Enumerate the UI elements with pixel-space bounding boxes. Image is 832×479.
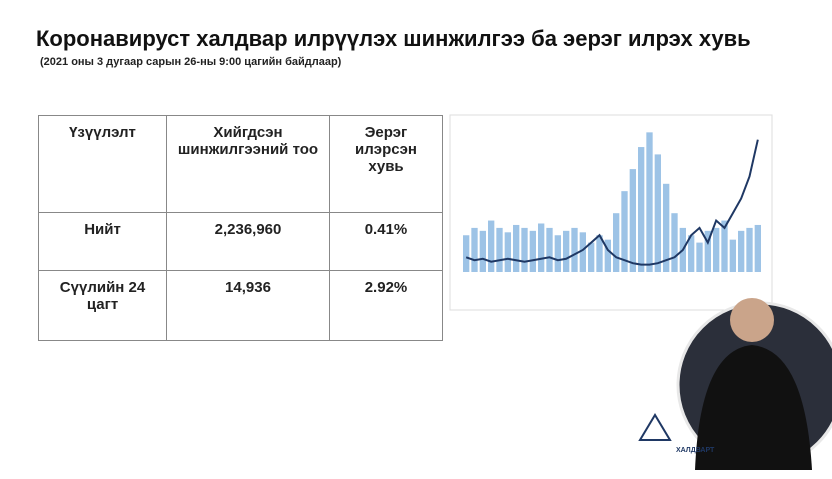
bar (688, 235, 695, 272)
bar (671, 213, 678, 272)
bar (629, 169, 636, 272)
bar (663, 183, 670, 272)
bar (729, 239, 736, 272)
bar (504, 232, 511, 272)
trend-line (465, 139, 759, 266)
bar (513, 224, 520, 272)
cell: 0.41% (329, 212, 443, 271)
header-cell: Эерэг илэрсэн хувь (329, 115, 443, 213)
bar (646, 132, 653, 272)
bar (496, 227, 503, 272)
bar (579, 232, 586, 272)
bar (521, 227, 528, 272)
bar (546, 227, 553, 272)
logo-icon (638, 413, 672, 441)
bar (713, 227, 720, 272)
bar (613, 213, 620, 272)
bar (479, 230, 486, 272)
bar (488, 220, 495, 272)
cell: 14,936 (166, 270, 330, 341)
bar (463, 235, 470, 272)
chart-frame (449, 114, 773, 311)
title: Коронавируст халдвар илрүүлэх шинжилгээ … (36, 26, 751, 51)
bar (638, 147, 645, 272)
cell: Нийт (38, 212, 167, 271)
bar (563, 230, 570, 272)
bar (604, 239, 611, 272)
bar (696, 242, 703, 272)
bar (721, 220, 728, 272)
logo-text: ХАЛДВАРТ (676, 447, 715, 454)
bar (621, 191, 628, 272)
bar (754, 224, 761, 272)
cell: 2,236,960 (166, 212, 330, 271)
bar (704, 230, 711, 272)
bar (471, 227, 478, 272)
bar (654, 154, 661, 272)
cell: 2.92% (329, 270, 443, 341)
cell: Сүүлийн 24 цагт (38, 270, 167, 341)
stats-table: Үзүүлэлт Хийгдсэн шинжилгээний тоо Эерэг и… (38, 115, 443, 341)
bar (738, 230, 745, 272)
interpreter-body (695, 345, 812, 470)
subtitle: (2021 оны 3 дугаар сарын 26-ны 9:00 цаги… (40, 56, 342, 68)
bar (746, 227, 753, 272)
bar (588, 242, 595, 272)
bar (538, 223, 545, 272)
bar (529, 230, 536, 272)
bar (571, 227, 578, 272)
bar (554, 235, 561, 272)
bar (596, 235, 603, 272)
interpreter-head (730, 298, 774, 342)
